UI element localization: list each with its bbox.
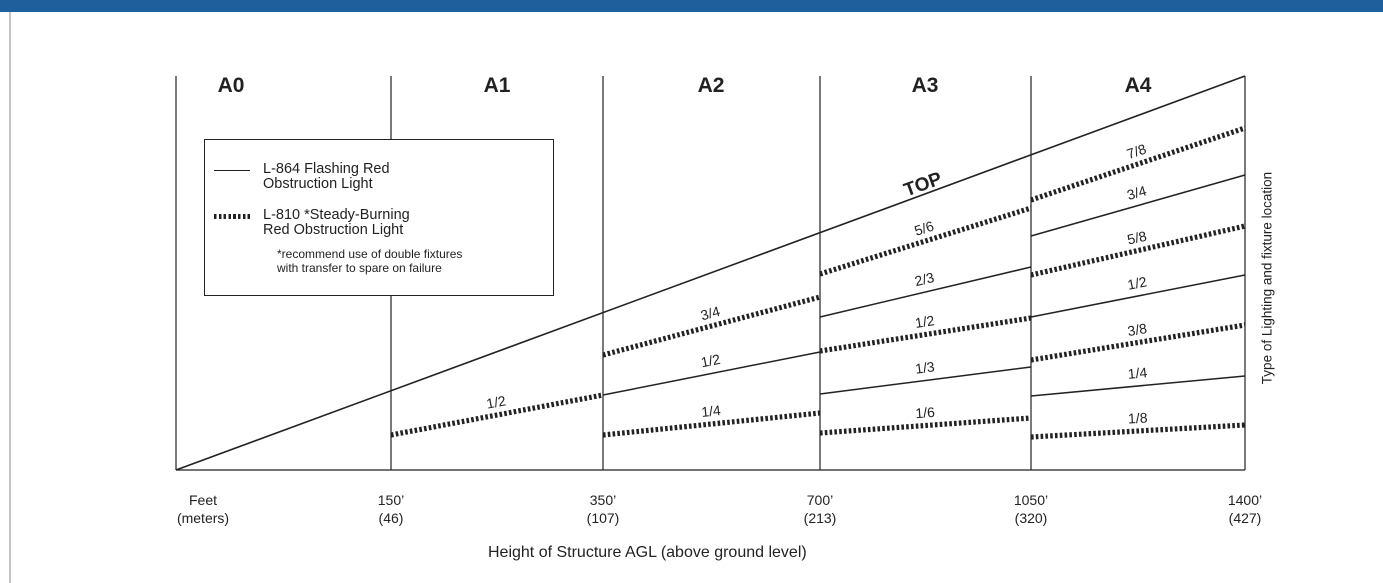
a4-fraction-label-4: 3/8 xyxy=(1126,320,1148,339)
a3-fixture-line-4 xyxy=(819,415,1032,436)
zone-label-a0: A0 xyxy=(218,74,245,97)
tick-label-feet-0: Feet xyxy=(189,492,217,508)
a4-fixture-line-6 xyxy=(1030,422,1246,440)
a3-fraction-label-2: 1/2 xyxy=(914,312,936,331)
a2-fraction-label-0: 3/4 xyxy=(699,303,722,324)
tick-label-feet-4: 1050’ xyxy=(1014,492,1048,508)
a4-fixture-line-1 xyxy=(1030,174,1246,237)
a4-fixture-line-2 xyxy=(1030,223,1246,278)
a1-fraction-label-0: 1/2 xyxy=(485,392,507,411)
a4-fixture-line-0 xyxy=(1030,125,1246,203)
a4-fraction-label-0: 7/8 xyxy=(1125,141,1149,162)
tick-label-meters-2: (107) xyxy=(587,510,620,526)
legend-l810-label: L-810 *Steady-Burning Red Obstruction Li… xyxy=(263,207,410,238)
a3-fixture-line-3 xyxy=(819,366,1032,395)
a3-fixture-line-2 xyxy=(819,315,1032,354)
tick-label-feet-3: 700’ xyxy=(807,492,833,508)
zone-label-a2: A2 xyxy=(698,74,725,97)
a2-fraction-label-1: 1/2 xyxy=(699,351,721,371)
top-diagonal-line xyxy=(175,75,1246,471)
tick-label-meters-1: (46) xyxy=(379,510,404,526)
solid-line-swatch xyxy=(214,170,250,171)
a3-fraction-label-0: 5/6 xyxy=(912,218,936,239)
top-label: TOP xyxy=(901,168,945,201)
tick-label-feet-5: 1400’ xyxy=(1228,492,1262,508)
tick-label-meters-4: (320) xyxy=(1015,510,1048,526)
a2-fixture-line-0 xyxy=(602,294,821,358)
zone-label-a3: A3 xyxy=(912,74,939,97)
left-border xyxy=(9,12,11,583)
a4-fixture-line-4 xyxy=(1030,322,1246,363)
a4-fraction-label-2: 5/8 xyxy=(1126,228,1149,248)
a4-fraction-label-1: 3/4 xyxy=(1125,182,1148,203)
legend-l864-label: L-864 Flashing Red Obstruction Light xyxy=(263,161,390,192)
a3-fixture-line-1 xyxy=(819,266,1032,318)
tick-label-feet-2: 350’ xyxy=(590,492,616,508)
tick-label-feet-1: 150’ xyxy=(378,492,404,508)
zone-label-a4: A4 xyxy=(1125,74,1152,97)
a1-fixture-line-0 xyxy=(390,392,604,438)
a2-fraction-label-2: 1/4 xyxy=(701,402,722,420)
a4-fixture-line-3 xyxy=(1030,274,1246,318)
a3-fixture-line-0 xyxy=(819,205,1032,277)
header-bar xyxy=(0,0,1383,12)
tick-label-meters-3: (213) xyxy=(804,510,837,526)
a3-fraction-label-3: 1/3 xyxy=(914,358,936,376)
a2-fixture-line-1 xyxy=(602,351,821,396)
legend-box: L-864 Flashing Red Obstruction Light L-8… xyxy=(204,139,554,296)
y-axis-title: Type of Lighting and fixture location xyxy=(1259,171,1275,385)
a4-fraction-label-3: 1/2 xyxy=(1126,273,1148,292)
a4-fixture-line-5 xyxy=(1030,375,1246,397)
legend-footnote: *recommend use of double fixtures with t… xyxy=(277,247,463,275)
a4-fraction-label-5: 1/4 xyxy=(1127,364,1148,382)
dashed-line-swatch xyxy=(214,214,250,219)
a4-fraction-label-6: 1/8 xyxy=(1128,409,1149,426)
tick-label-meters-5: (427) xyxy=(1229,510,1262,526)
zone-label-a1: A1 xyxy=(484,74,511,97)
tick-label-meters-0: (meters) xyxy=(177,510,229,526)
x-axis-title: Height of Structure AGL (above ground le… xyxy=(488,544,807,561)
a3-fraction-label-1: 2/3 xyxy=(913,269,936,289)
a3-fraction-label-4: 1/6 xyxy=(915,404,936,421)
